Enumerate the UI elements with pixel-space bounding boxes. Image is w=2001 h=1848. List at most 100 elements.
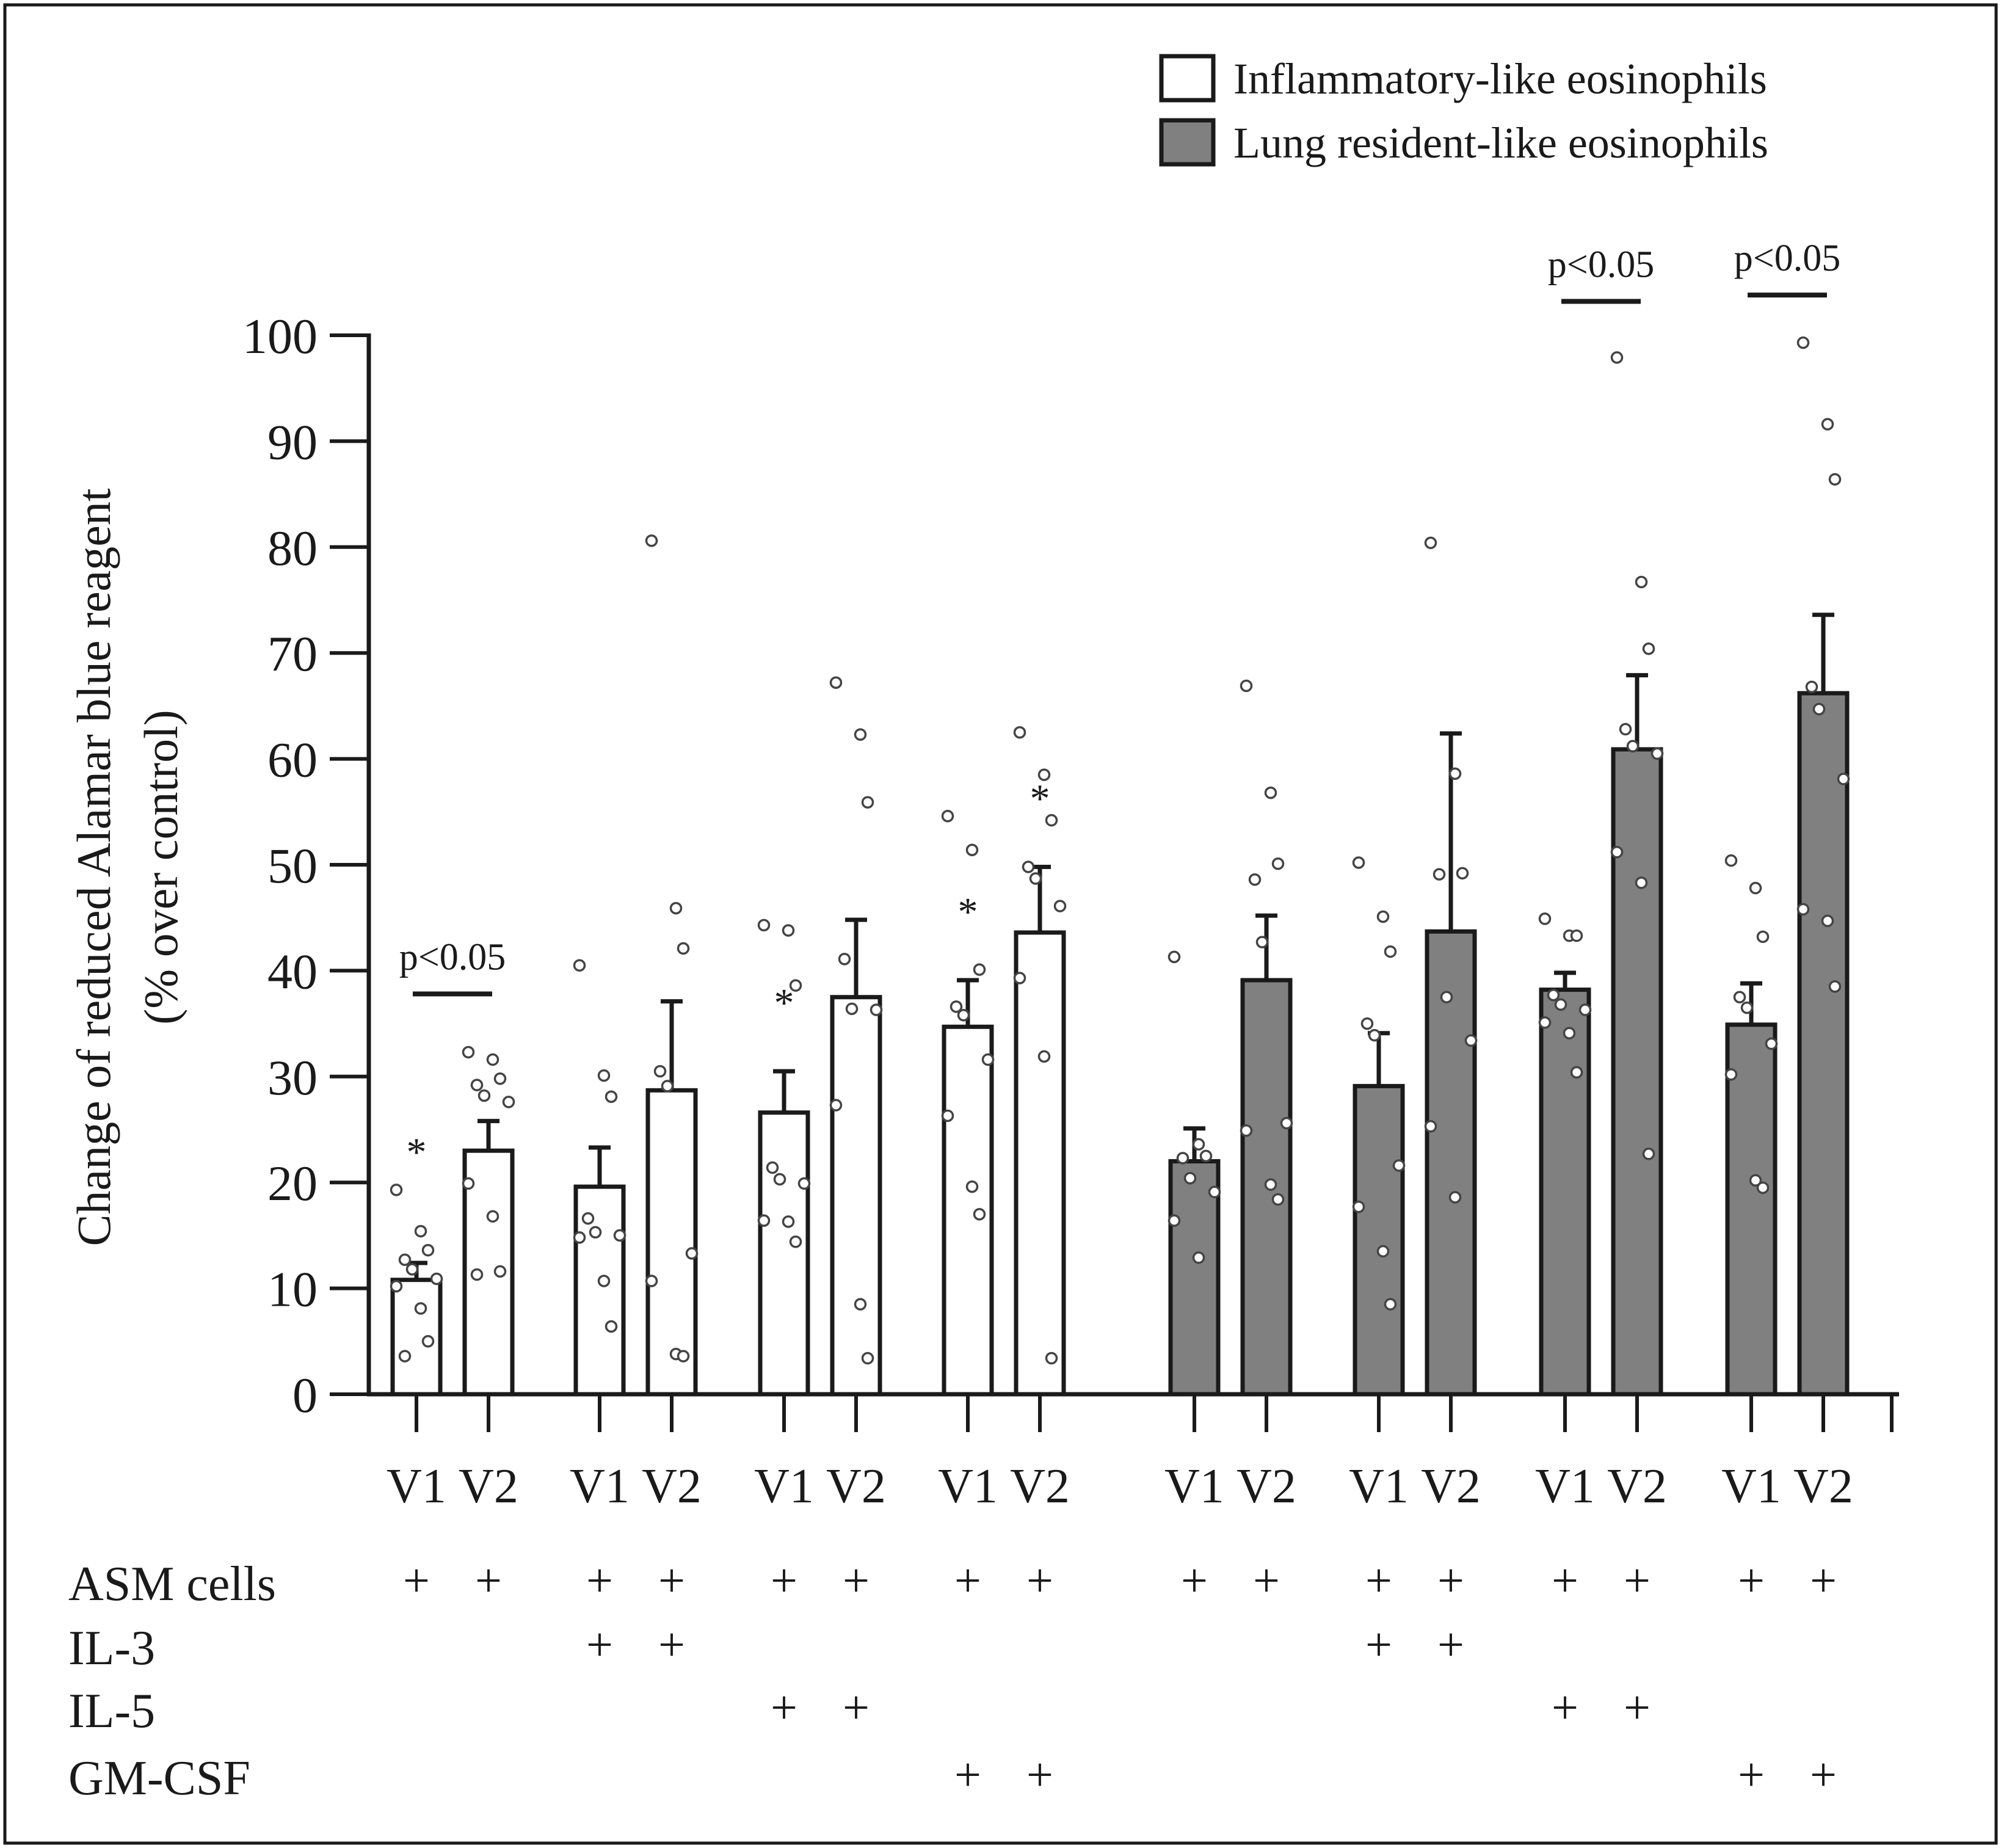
data-point [941, 809, 954, 823]
data-point [405, 1263, 419, 1276]
condition-plus-mark: + [954, 1554, 981, 1607]
x-tick-label: V1 [570, 1460, 630, 1513]
legend-label-lung-resident: Lung resident-like eosinophils [1233, 118, 1768, 167]
data-point [493, 1072, 507, 1085]
data-point [1796, 903, 1810, 916]
condition-row-label: GM-CSF [68, 1752, 250, 1805]
x-tick-label: V2 [642, 1460, 702, 1513]
bar [390, 1278, 443, 1397]
x-tick-label: V2 [1421, 1460, 1481, 1513]
condition-plus-mark: + [1365, 1618, 1392, 1671]
legend-swatch-lung-resident [1159, 118, 1216, 167]
data-point [1828, 980, 1842, 993]
data-point [685, 1247, 699, 1260]
data-point [1433, 868, 1446, 881]
data-point [1176, 1152, 1189, 1165]
data-point [1570, 929, 1583, 942]
data-point [1538, 912, 1552, 925]
condition-plus-mark: + [1624, 1681, 1651, 1734]
data-point [1765, 1037, 1778, 1050]
data-point [1013, 726, 1026, 739]
y-tick-label: 20 [267, 1155, 318, 1211]
data-point [1280, 1116, 1293, 1130]
data-point [470, 1268, 484, 1281]
condition-plus-mark: + [1437, 1554, 1464, 1607]
data-point [581, 1212, 595, 1225]
y-tick-label: 30 [267, 1050, 318, 1105]
data-point [669, 901, 683, 915]
data-point [1724, 854, 1738, 867]
condition-plus-mark: + [771, 1681, 797, 1734]
data-point [757, 1214, 771, 1227]
data-point [1424, 1120, 1437, 1133]
y-tick-label: 70 [267, 626, 318, 682]
condition-plus-mark: + [771, 1554, 797, 1607]
condition-plus-mark: + [1738, 1748, 1765, 1801]
x-tick-label: V1 [754, 1460, 814, 1513]
data-point [1563, 1027, 1576, 1039]
bar [942, 1024, 994, 1397]
data-point [1733, 991, 1746, 1003]
data-point [965, 843, 979, 856]
data-point [1037, 1050, 1051, 1063]
y-tick-label: 90 [267, 414, 318, 470]
data-point [1022, 860, 1035, 873]
data-point [1045, 1351, 1058, 1365]
data-point [766, 1161, 779, 1174]
data-point [1264, 786, 1277, 799]
legend-label-inflammatory: Inflammatory-like eosinophils [1233, 54, 1767, 103]
data-point [870, 1003, 883, 1016]
data-point [1448, 1191, 1462, 1204]
data-point [1352, 856, 1365, 869]
data-point [486, 1210, 499, 1223]
data-point [1619, 722, 1632, 736]
data-point [398, 1253, 412, 1267]
significance-label: p<0.05 [1734, 238, 1840, 279]
y-tick-label: 100 [242, 308, 318, 364]
data-point [1547, 989, 1560, 1002]
significance-star: * [958, 890, 978, 934]
data-point [1037, 768, 1051, 781]
data-point [845, 1002, 859, 1016]
data-point [414, 1302, 427, 1315]
significance-star: * [1030, 776, 1050, 821]
data-point [1264, 1178, 1277, 1191]
data-point [390, 1184, 403, 1196]
data-point [421, 1335, 435, 1348]
data-point [854, 728, 867, 741]
data-point [941, 1109, 954, 1122]
data-point [981, 1053, 995, 1066]
data-point [430, 1272, 443, 1286]
data-point [470, 1079, 484, 1091]
data-point [493, 1265, 507, 1278]
significance-star: * [407, 1130, 427, 1174]
y-axis-title: Change of reduced Alamar blue reagent (%… [67, 488, 187, 1246]
bar [1539, 988, 1591, 1397]
data-point [854, 1298, 867, 1311]
data-point [1828, 473, 1842, 486]
data-point [1360, 1017, 1374, 1030]
data-point [1392, 1159, 1406, 1172]
y-axis-title-line1: Change of reduced Alamar blue reagent [67, 488, 120, 1246]
bar [1353, 1083, 1405, 1397]
x-tick-label: V2 [459, 1460, 518, 1513]
data-point [1651, 747, 1664, 760]
data-point [757, 919, 771, 932]
data-point [1053, 900, 1067, 912]
data-point [782, 924, 795, 937]
data-point [462, 1046, 475, 1059]
condition-plus-mark: + [954, 1748, 981, 1801]
data-point [1756, 930, 1770, 944]
condition-plus-mark: + [1026, 1554, 1053, 1607]
bar [1014, 930, 1066, 1397]
x-tick-label: V1 [1721, 1460, 1781, 1513]
data-point [613, 1229, 626, 1242]
condition-plus-mark: + [475, 1554, 502, 1607]
bar [1168, 1159, 1221, 1397]
bar [1797, 691, 1850, 1397]
data-point [1805, 680, 1818, 693]
data-point [861, 796, 874, 809]
data-point [1821, 418, 1834, 431]
data-point [1578, 1003, 1592, 1016]
